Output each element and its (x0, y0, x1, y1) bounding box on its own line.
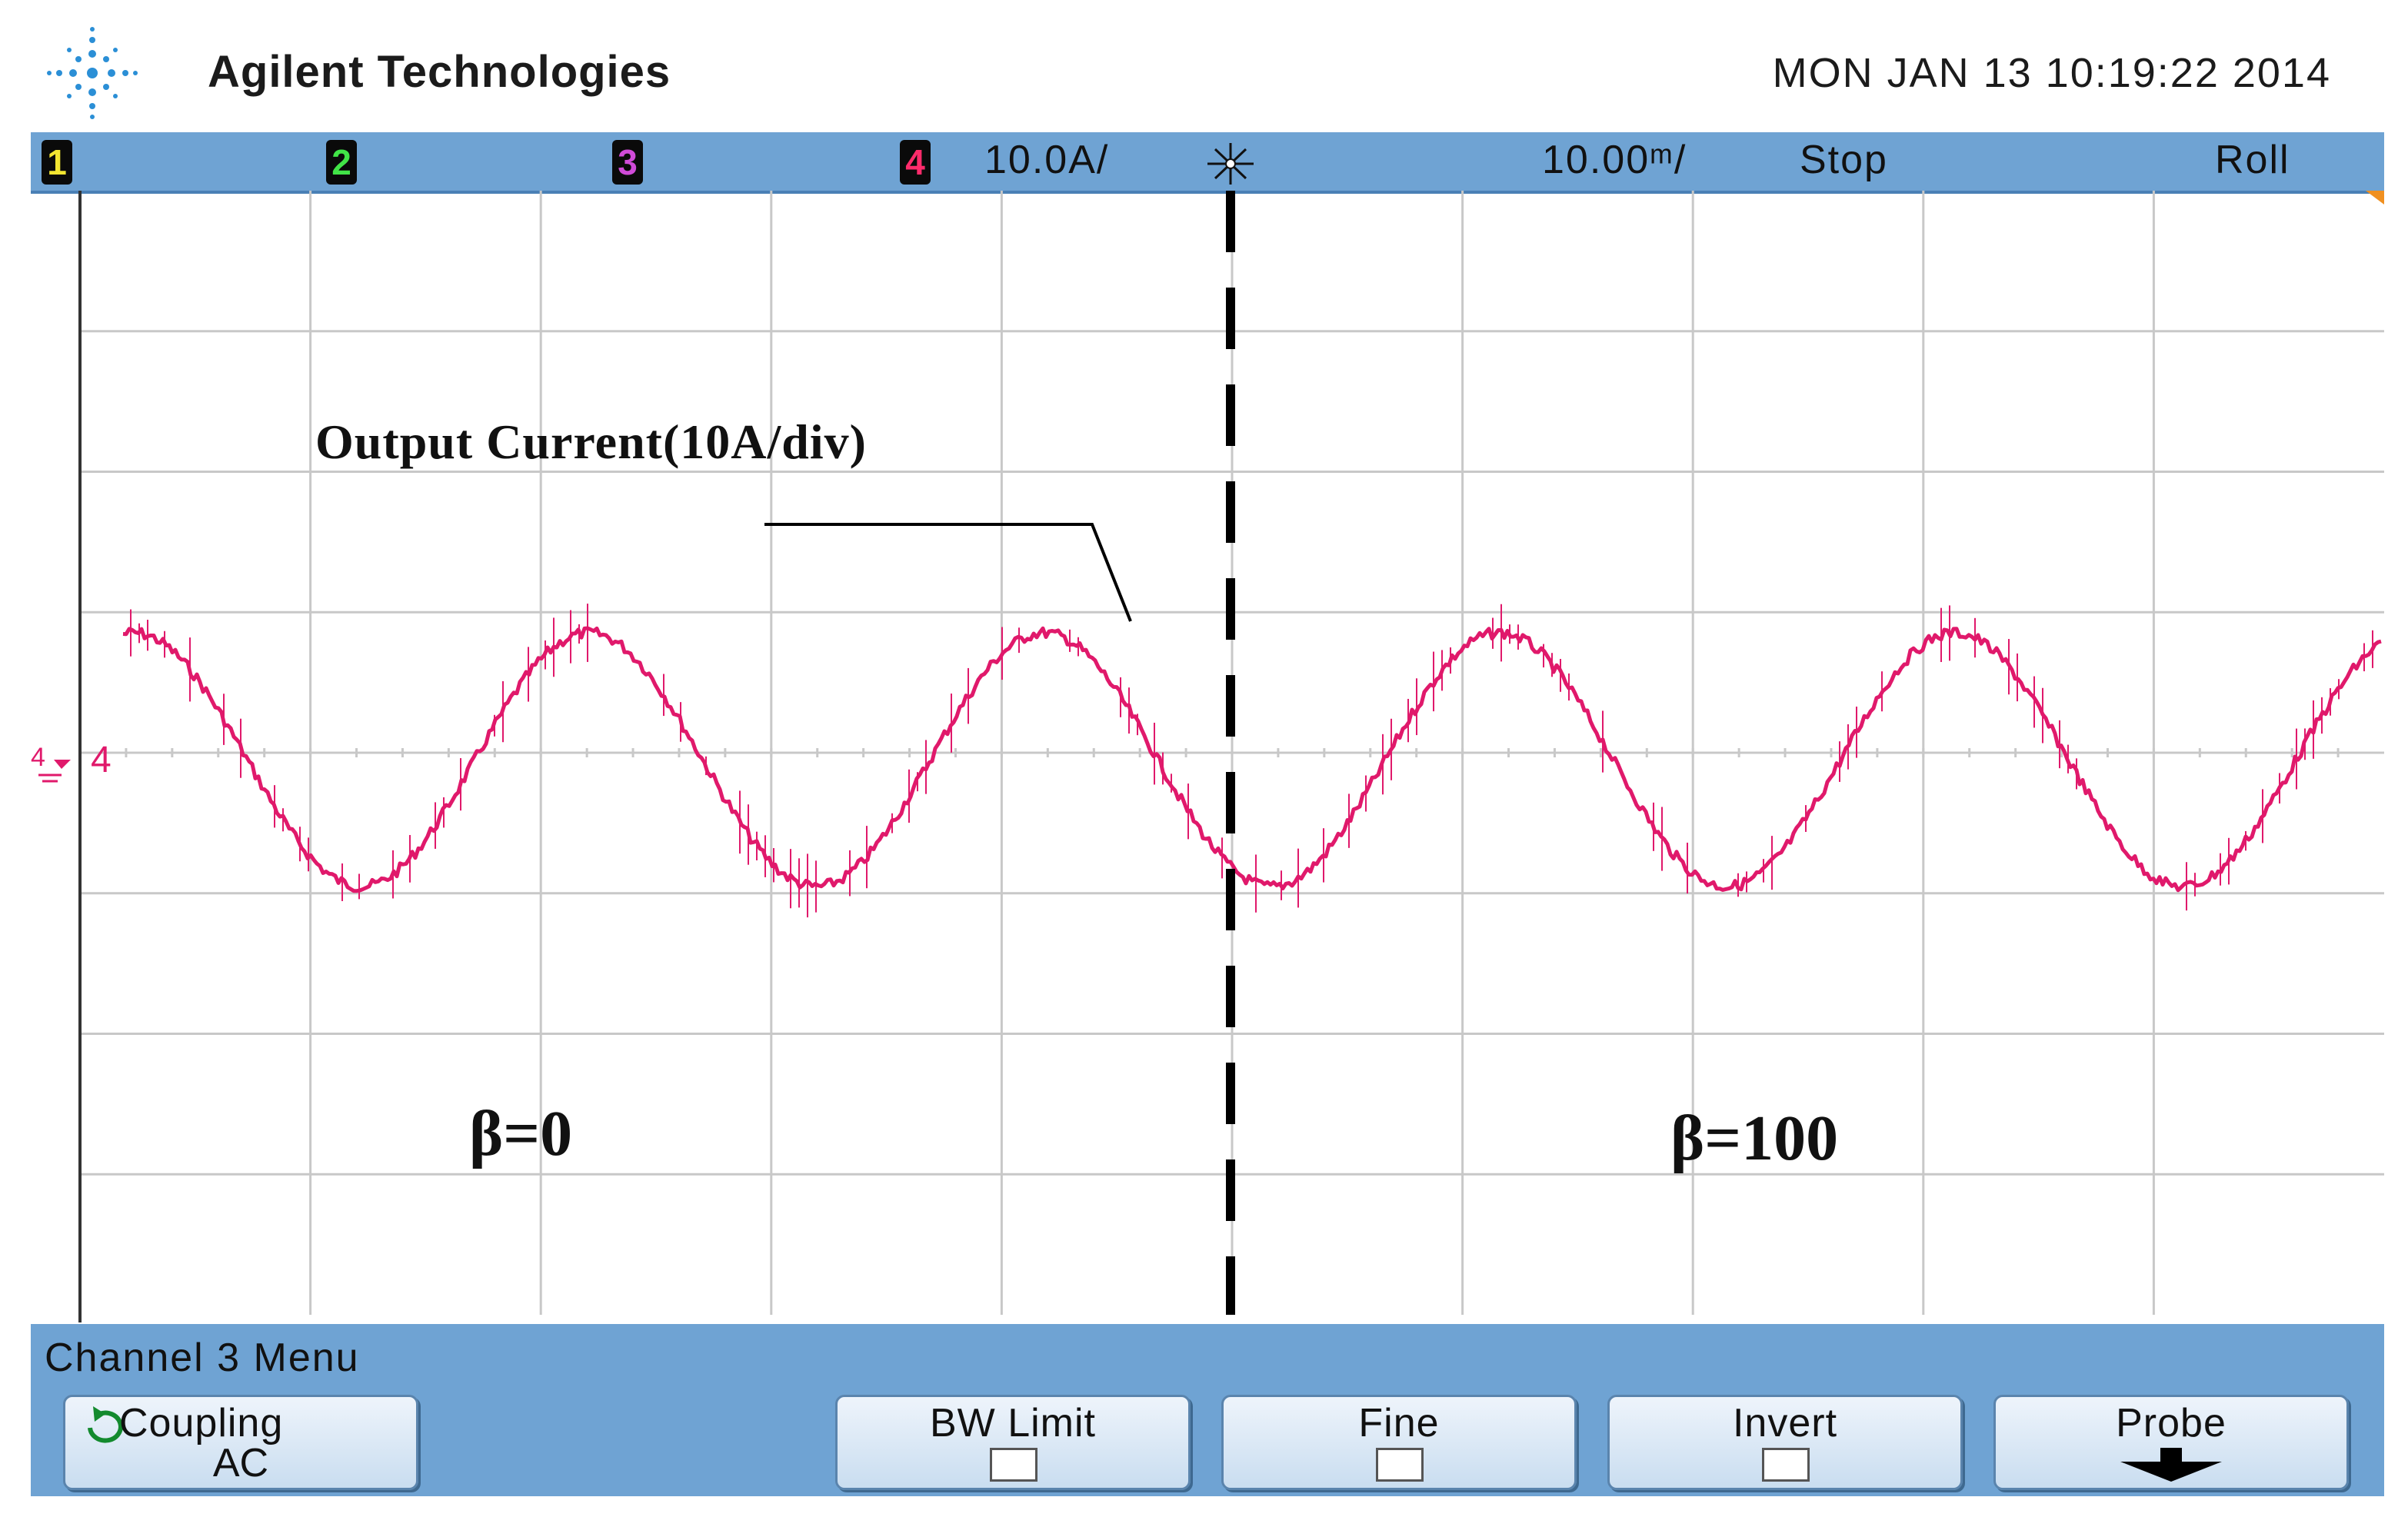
invert-softkey[interactable]: Invert (1607, 1395, 1963, 1490)
coupling-value: AC (212, 1441, 269, 1485)
output-current-annotation: Output Current(10A/div) (315, 414, 867, 469)
channel-1-indicator[interactable]: 1 (42, 140, 72, 185)
timebase-readout: 10.00ᵐ/ (1542, 138, 1687, 182)
channel-2-indicator[interactable]: 2 (326, 140, 357, 185)
invert-label: Invert (1732, 1401, 1838, 1445)
waveform-display: 4 4 (31, 191, 2384, 1322)
coupling-label: Coupling (119, 1401, 284, 1445)
agilent-spark-logo-icon (47, 27, 138, 119)
probe-label: Probe (2116, 1401, 2226, 1445)
graticule-grid (78, 191, 2384, 1315)
output-current-trace (122, 626, 2382, 893)
coupling-cycle-icon (88, 1406, 123, 1443)
submenu-arrow-icon (2120, 1448, 2222, 1482)
brand-name: Agilent Technologies (208, 47, 671, 97)
channel-4-scale: 10.0A/ (984, 138, 1110, 182)
channel-3-indicator[interactable]: 3 (612, 140, 643, 185)
channel-4-ground-marker: 4 (31, 743, 71, 783)
acquisition-mode: Roll (2215, 138, 2290, 182)
invert-checkbox[interactable] (1762, 1448, 1810, 1482)
run-state: Stop (1800, 138, 1888, 182)
probe-softkey[interactable]: Probe (1993, 1395, 2349, 1490)
channel-4-label: 4 (91, 740, 112, 780)
coupling-softkey[interactable]: Coupling AC (63, 1395, 418, 1490)
fine-softkey[interactable]: Fine (1221, 1395, 1577, 1490)
fine-checkbox[interactable] (1376, 1448, 1424, 1482)
trigger-level-marker (2366, 191, 2384, 205)
beta-hundred-annotation: β=100 (1670, 1103, 1839, 1174)
trigger-position-icon (1207, 143, 1254, 185)
beta-zero-annotation: β=0 (469, 1098, 573, 1169)
trace-noise-spikes (130, 604, 2373, 918)
svg-text:4: 4 (31, 743, 45, 772)
bw-limit-label: BW Limit (930, 1401, 1096, 1445)
status-bar: 1 2 3 4 10.0A/ 10.00ᵐ/ Stop Roll (31, 132, 2384, 194)
menu-title: Channel 3 Menu (45, 1336, 360, 1380)
bw-limit-softkey[interactable]: BW Limit (835, 1395, 1191, 1490)
softkey-panel: Channel 3 Menu Coupling AC BW Limit Fine… (31, 1324, 2384, 1496)
channel-4-indicator[interactable]: 4 (900, 140, 931, 185)
annotation-leader-line (764, 523, 1132, 622)
date-time: MON JAN 13 10:19:22 2014 (1772, 50, 2331, 96)
bw-limit-checkbox[interactable] (990, 1448, 1037, 1482)
fine-label: Fine (1358, 1401, 1440, 1445)
